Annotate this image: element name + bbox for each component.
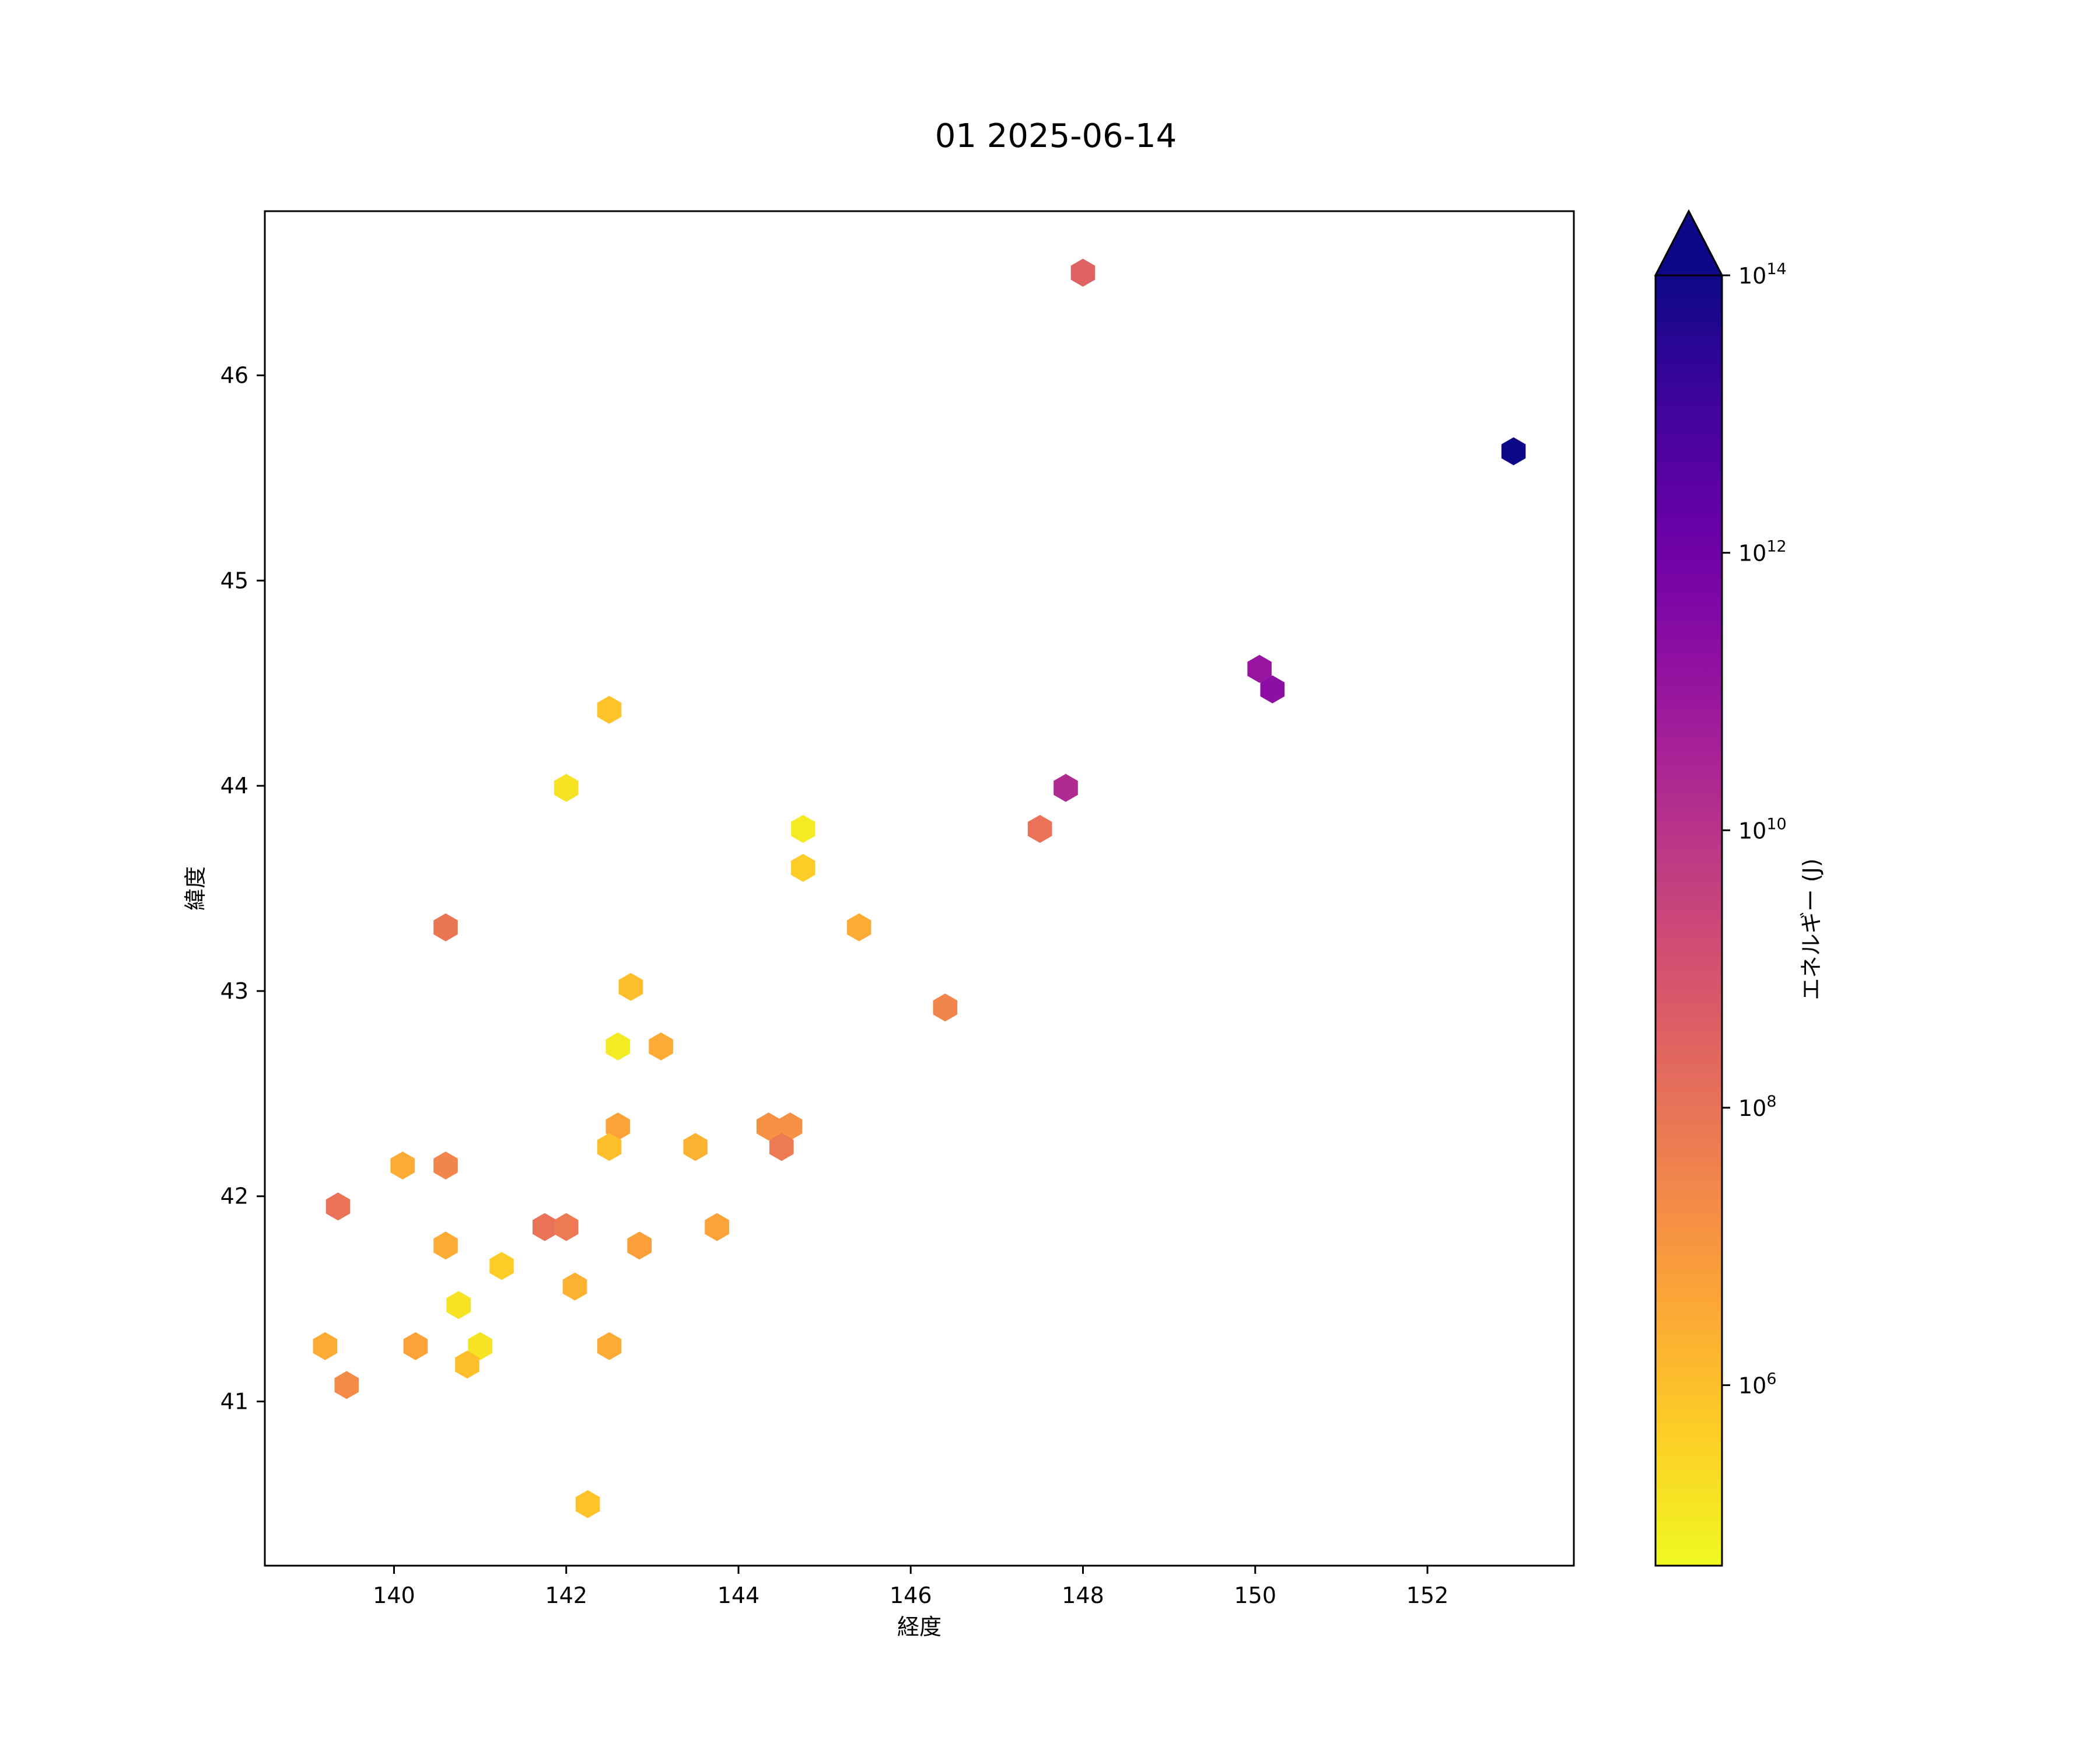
colorbar-tick-label: 1014 xyxy=(1738,260,1787,289)
x-tick-label: 146 xyxy=(890,1583,932,1608)
y-tick-label: 45 xyxy=(220,568,249,593)
x-tick-label: 140 xyxy=(373,1583,415,1608)
hexbin-cell-27 xyxy=(705,1213,729,1241)
hexbin-cell-14 xyxy=(606,1032,631,1060)
hexbin-cell-29 xyxy=(627,1231,652,1260)
colorbar-tick-label: 1010 xyxy=(1738,815,1787,844)
hexbin-cell-36 xyxy=(597,1332,622,1360)
hexbin-cell-12 xyxy=(433,913,458,942)
hexbin-cell-20 xyxy=(778,1112,803,1141)
hexbin-cell-19 xyxy=(756,1112,781,1141)
hexbin-cell-7 xyxy=(846,913,872,942)
hexbin-cell-18 xyxy=(683,1133,708,1161)
colorbar: 106 108 1010 1012 1014 エネルギー (J) xyxy=(1654,209,1824,1567)
x-tick-label: 152 xyxy=(1406,1583,1449,1608)
hexbin-cell-21 xyxy=(769,1133,794,1161)
hexbin-cell-39 xyxy=(575,1490,600,1518)
hexbin-cell-8 xyxy=(790,815,816,843)
y-tick-label: 41 xyxy=(220,1389,249,1415)
y-axis-label: 緯度 xyxy=(183,866,208,911)
hexbin-cell-33 xyxy=(313,1332,338,1360)
y-tick-label: 43 xyxy=(220,978,249,1004)
hexbin-cell-30 xyxy=(489,1252,514,1280)
hexbin-cell-2 xyxy=(1247,654,1272,683)
x-tick-label: 148 xyxy=(1062,1583,1104,1608)
hexbin-cell-11 xyxy=(554,774,579,802)
hexbin-cell-24 xyxy=(326,1192,351,1221)
colorbar-ticks: 106 108 1010 1012 1014 xyxy=(1722,260,1787,1399)
colorbar-outline xyxy=(1654,209,1723,1567)
hexbin-cell-26 xyxy=(554,1213,579,1241)
hexbin-cell-23 xyxy=(433,1152,458,1180)
hexbin-cell-35 xyxy=(468,1332,492,1360)
colorbar-gradient xyxy=(1656,275,1722,1566)
colorbar-tick-label: 108 xyxy=(1738,1093,1777,1121)
hexbin-cell-4 xyxy=(1054,774,1078,802)
x-tick-label: 150 xyxy=(1234,1583,1276,1608)
hexbin-cell-6 xyxy=(933,993,958,1022)
colorbar-extend-arrow xyxy=(1654,209,1724,276)
hexbin-cell-15 xyxy=(649,1032,673,1060)
y-tick-label: 42 xyxy=(220,1184,249,1209)
x-tick-label: 142 xyxy=(545,1583,587,1608)
hexbin-cell-34 xyxy=(403,1332,428,1360)
colorbar-tick-label: 1012 xyxy=(1738,538,1787,566)
x-axis-label: 経度 xyxy=(897,1614,942,1640)
colorbar-label: エネルギー (J) xyxy=(1798,859,1824,1000)
x-tick-label: 144 xyxy=(718,1583,760,1608)
hexbin-cell-16 xyxy=(606,1112,631,1141)
hexbin-cell-28 xyxy=(433,1231,458,1260)
hexbin-cell-0 xyxy=(1070,258,1096,287)
hexbin-cell-38 xyxy=(334,1371,359,1399)
hexbin-cell-5 xyxy=(1027,815,1052,843)
x-axis: 140 142 144 146 148 150 152 xyxy=(373,1566,1448,1608)
data-points xyxy=(313,258,1526,1518)
hexbin-cell-13 xyxy=(618,972,643,1001)
y-tick-label: 44 xyxy=(220,773,249,799)
hexbin-cell-31 xyxy=(562,1272,587,1301)
hexbin-cell-3 xyxy=(1260,675,1285,704)
hexbin-cell-9 xyxy=(790,853,816,882)
hexbin-cell-37 xyxy=(455,1350,480,1379)
hexbin-cell-1 xyxy=(1501,437,1526,466)
chart-title: 01 2025-06-14 xyxy=(935,117,1177,155)
hexbin-cell-32 xyxy=(446,1291,471,1320)
hexbin-cell-17 xyxy=(597,1133,622,1161)
y-tick-label: 46 xyxy=(220,362,249,388)
y-axis: 41 42 43 44 45 46 xyxy=(220,362,265,1415)
hexbin-cell-10 xyxy=(597,695,622,724)
colorbar-tick-label: 106 xyxy=(1738,1370,1777,1399)
hexbin-cell-22 xyxy=(390,1152,415,1180)
hexbin-cell-25 xyxy=(533,1213,557,1241)
plot-frame xyxy=(264,210,1575,1567)
